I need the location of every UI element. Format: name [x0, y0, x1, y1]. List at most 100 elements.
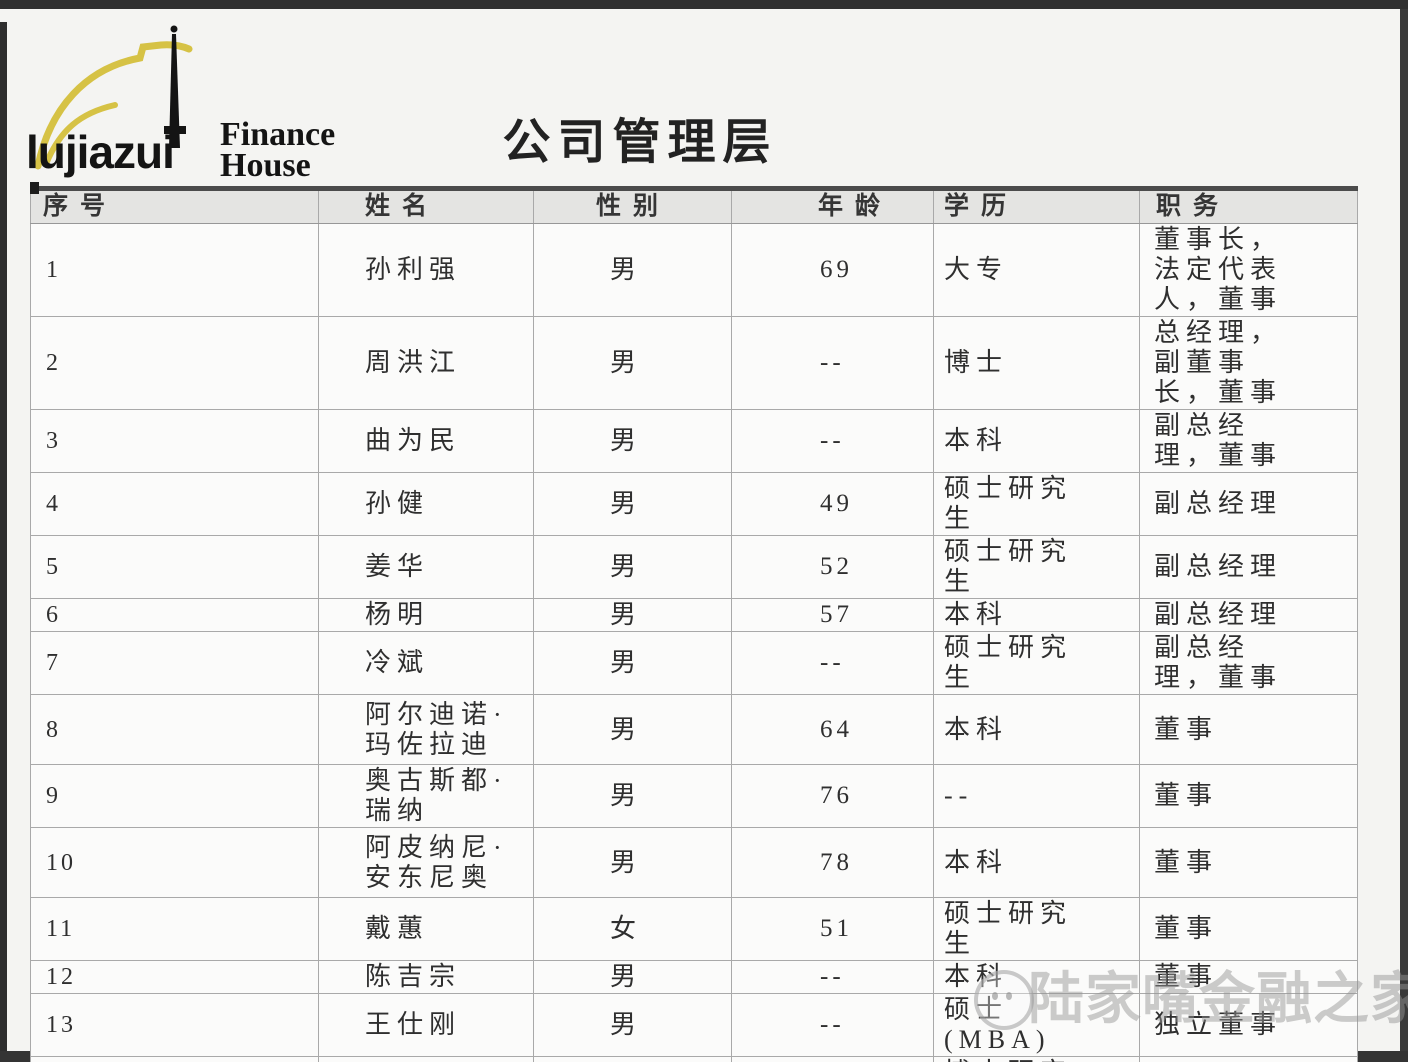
column-header-5: 职务: [1139, 186, 1358, 224]
management-table-wrap: 序号 姓名 性别 年龄 学历 职务 1 孙利强男 69 大专 董事长，法定代表人，董事 2 周洪江男 -…: [30, 182, 1358, 1062]
table-row: 6 杨明男 57 本科 副总经理: [30, 598, 1358, 632]
cell-education: 硕士研究生: [933, 535, 1140, 599]
column-header-4: 学历: [933, 186, 1140, 224]
cell-education: 本科: [933, 598, 1140, 632]
cell-gender: 男: [533, 694, 732, 765]
cell-age: 78: [731, 827, 934, 898]
table-header-row: 序号 姓名 性别 年龄 学历 职务: [30, 186, 1358, 224]
cell-age: 49: [731, 472, 934, 536]
frame-top-bar: [0, 0, 1408, 9]
management-table: 序号 姓名 性别 年龄 学历 职务 1 孙利强男 69 大专 董事长，法定代表人，董事 2 周洪江男 -…: [30, 186, 1358, 1062]
table-row: 10 阿皮纳尼·安东尼奥男 78 本科 董事: [30, 827, 1358, 898]
cell-position: 董事: [1139, 694, 1358, 765]
cell-gender: 男: [533, 764, 732, 828]
cell-index: 2: [30, 316, 319, 410]
cell-name: 周洪江: [318, 316, 534, 410]
cell-index: 14: [30, 1056, 319, 1062]
cell-age: --: [731, 409, 934, 473]
lujiazui-finance-house-logo: lujiazui Finance House: [26, 25, 335, 182]
cell-name: 杨明: [318, 598, 534, 632]
cell-age: --: [731, 631, 934, 695]
table-row: 5 姜华男 52 硕士研究生 副总经理: [30, 535, 1358, 599]
cell-age: --: [731, 960, 934, 994]
cell-gender: 男: [533, 1056, 732, 1062]
cell-name: 戴蕙: [318, 897, 534, 961]
logo-swoosh-icon: [34, 41, 193, 170]
cell-age: --: [731, 316, 934, 410]
cell-gender: 男: [533, 316, 732, 410]
logo-skyline-icon: [164, 25, 186, 148]
cell-name: 孙健: [318, 472, 534, 536]
cell-name: 孙利强: [318, 223, 534, 317]
cell-name: 王仕刚: [318, 993, 534, 1057]
cell-education: 硕士(MBA): [933, 993, 1140, 1057]
table-header: 序号 姓名 性别 年龄 学历 职务: [30, 186, 1358, 224]
cell-position: 董事: [1139, 897, 1358, 961]
cell-age: 64: [731, 694, 934, 765]
cell-education: 博士: [933, 316, 1140, 410]
cell-education: 硕士研究生: [933, 897, 1140, 961]
cell-age: 51: [731, 897, 934, 961]
cell-gender: 男: [533, 535, 732, 599]
cell-index: 10: [30, 827, 319, 898]
cell-education: 博士研究生: [933, 1056, 1140, 1062]
table-row: 13 王仕刚男 -- 硕士(MBA) 独立董事: [30, 993, 1358, 1057]
cell-name: 王竹泉: [318, 1056, 534, 1062]
cell-position: 副总经理，董事: [1139, 409, 1358, 473]
column-header-1: 姓名: [318, 186, 534, 224]
cell-age: 69: [731, 223, 934, 317]
cell-index: 8: [30, 694, 319, 765]
table-row: 3 曲为民男 -- 本科 副总经理，董事: [30, 409, 1358, 473]
cell-name: 曲为民: [318, 409, 534, 473]
cell-education: 硕士研究生: [933, 472, 1140, 536]
cell-name: 冷斌: [318, 631, 534, 695]
table-row: 9 奥古斯都·瑞纳男 76 -- 董事: [30, 764, 1358, 828]
logo-finance-text: Finance: [220, 116, 335, 153]
cell-position: 董事: [1139, 960, 1358, 994]
cell-gender: 女: [533, 897, 732, 961]
column-header-0: 序号: [30, 186, 319, 224]
cell-position: 董事: [1139, 827, 1358, 898]
cell-education: 大专: [933, 223, 1140, 317]
cell-position: 副总经理: [1139, 535, 1358, 599]
cell-education: 硕士研究生: [933, 631, 1140, 695]
cell-name: 阿尔迪诺·玛佐拉迪: [318, 694, 534, 765]
cell-gender: 男: [533, 960, 732, 994]
cell-position: 副总经理: [1139, 472, 1358, 536]
cell-education: 本科: [933, 409, 1140, 473]
frame-right-bar: [1400, 9, 1408, 1062]
frame-left-bar: [0, 22, 7, 1062]
cell-age: 51: [731, 1056, 934, 1062]
logo-house-text: House: [220, 147, 311, 182]
cell-index: 6: [30, 598, 319, 632]
cell-age: 52: [731, 535, 934, 599]
column-header-2: 性别: [533, 186, 732, 224]
table-row: 8 阿尔迪诺·玛佐拉迪男 64 本科 董事: [30, 694, 1358, 765]
table-row: 12 陈吉宗男 -- 本科 董事: [30, 960, 1358, 994]
cell-index: 11: [30, 897, 319, 961]
cell-position: 董事长，法定代表人，董事: [1139, 223, 1358, 317]
cell-age: --: [731, 993, 934, 1057]
cell-index: 5: [30, 535, 319, 599]
cell-gender: 男: [533, 598, 732, 632]
cell-gender: 男: [533, 827, 732, 898]
cell-education: 本科: [933, 694, 1140, 765]
cell-gender: 男: [533, 223, 732, 317]
table-row: 11 戴蕙女 51 硕士研究生 董事: [30, 897, 1358, 961]
table-body: 1 孙利强男 69 大专 董事长，法定代表人，董事 2 周洪江男 -- 博士 总经理，副董事长，董…: [30, 223, 1358, 1062]
cell-education: --: [933, 764, 1140, 828]
cell-position: 副总经理: [1139, 598, 1358, 632]
cell-gender: 男: [533, 993, 732, 1057]
cell-position: 独立董事: [1139, 993, 1358, 1057]
logo-wordmark: lujiazui: [26, 126, 174, 178]
cell-index: 3: [30, 409, 319, 473]
cell-education: 本科: [933, 827, 1140, 898]
table-row: 1 孙利强男 69 大专 董事长，法定代表人，董事: [30, 223, 1358, 317]
table-row: 2 周洪江男 -- 博士 总经理，副董事长，董事: [30, 316, 1358, 410]
table-corner-notch: [30, 182, 39, 194]
cell-education: 本科: [933, 960, 1140, 994]
cell-index: 1: [30, 223, 319, 317]
cell-position: 董事: [1139, 764, 1358, 828]
cell-position: 独立董事: [1139, 1056, 1358, 1062]
